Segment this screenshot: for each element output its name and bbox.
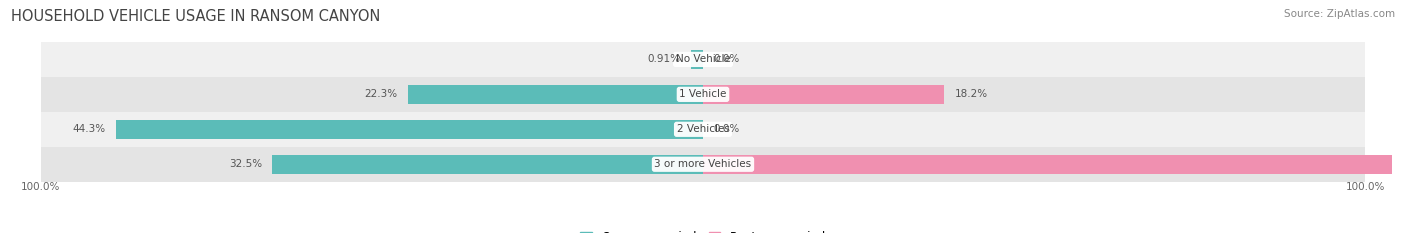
Bar bbox=[41, 77, 1365, 112]
Bar bbox=[703, 155, 1406, 174]
Text: 100.0%: 100.0% bbox=[21, 182, 60, 192]
Bar bbox=[41, 42, 1365, 77]
Text: 0.0%: 0.0% bbox=[714, 124, 740, 134]
Text: HOUSEHOLD VEHICLE USAGE IN RANSOM CANYON: HOUSEHOLD VEHICLE USAGE IN RANSOM CANYON bbox=[11, 9, 381, 24]
Text: 100.0%: 100.0% bbox=[1346, 182, 1385, 192]
Text: 0.91%: 0.91% bbox=[647, 55, 681, 64]
Bar bbox=[703, 85, 945, 104]
Text: Source: ZipAtlas.com: Source: ZipAtlas.com bbox=[1284, 9, 1395, 19]
Text: 2 Vehicles: 2 Vehicles bbox=[676, 124, 730, 134]
Bar bbox=[41, 147, 1365, 182]
Text: 22.3%: 22.3% bbox=[364, 89, 396, 99]
Text: 1 Vehicle: 1 Vehicle bbox=[679, 89, 727, 99]
Text: No Vehicle: No Vehicle bbox=[675, 55, 731, 64]
Text: 32.5%: 32.5% bbox=[229, 159, 262, 169]
Legend: Owner-occupied, Renter-occupied: Owner-occupied, Renter-occupied bbox=[575, 226, 831, 233]
Bar bbox=[41, 112, 1365, 147]
Bar bbox=[408, 85, 703, 104]
Bar bbox=[117, 120, 703, 139]
Bar bbox=[690, 50, 703, 69]
Text: 0.0%: 0.0% bbox=[714, 55, 740, 64]
Text: 44.3%: 44.3% bbox=[72, 124, 105, 134]
Text: 3 or more Vehicles: 3 or more Vehicles bbox=[654, 159, 752, 169]
Bar bbox=[273, 155, 703, 174]
Text: 18.2%: 18.2% bbox=[955, 89, 988, 99]
